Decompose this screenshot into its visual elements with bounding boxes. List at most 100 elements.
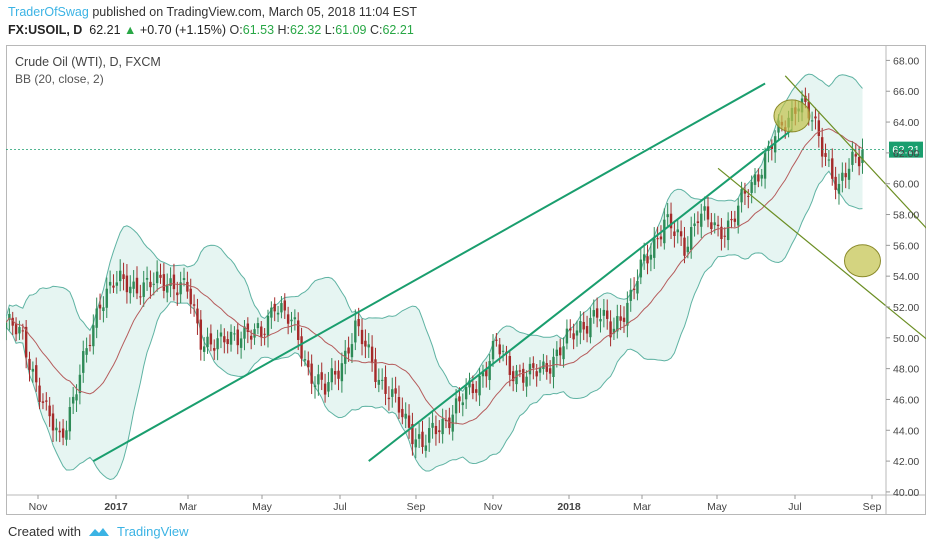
candle-body [592, 310, 595, 317]
candle-body [300, 336, 303, 359]
candle-body [276, 312, 280, 315]
candle-body [236, 329, 239, 346]
candle-body [35, 365, 38, 383]
candle-body [737, 205, 740, 226]
price-chart[interactable]: 62.21 40.00 42.00 44.00 46.00 48.00 50.00 52.00… [6, 45, 926, 515]
candle-body [585, 326, 589, 334]
candle-body [155, 271, 159, 284]
candle-body [841, 172, 844, 181]
candle-body [589, 317, 592, 338]
candle-body [263, 333, 266, 335]
candle-body [501, 350, 505, 352]
candle-body [844, 173, 847, 178]
candle-body [313, 385, 317, 388]
candle-body [639, 259, 643, 278]
candle-body [125, 275, 129, 293]
candle-body [475, 389, 478, 393]
candle-body [189, 288, 192, 305]
candle-body [310, 363, 313, 384]
candle-body [266, 315, 270, 336]
y-tick-label: 48.00 [893, 364, 919, 376]
high-label: H: [277, 23, 291, 37]
x-tick-label: Jul [333, 501, 346, 513]
candle-body [11, 317, 14, 326]
candle-body [535, 371, 538, 377]
candle-body [636, 280, 639, 294]
candle-body [619, 316, 622, 321]
footer: Created with TradingView [8, 524, 189, 539]
y-tick-label: 62.00 [893, 148, 919, 160]
candle-body [444, 419, 448, 422]
candle-body [330, 368, 334, 383]
close-value: 62.21 [382, 23, 414, 37]
candle-body [219, 332, 223, 337]
close-label: C: [369, 23, 383, 37]
candle-body [182, 278, 186, 281]
candle-body [233, 333, 236, 335]
x-tick-label: Sep [863, 501, 882, 513]
candle-body [323, 383, 327, 395]
candle-body [508, 355, 512, 375]
candle-body [659, 236, 663, 240]
candle-body [763, 153, 767, 179]
candle-body [209, 333, 213, 345]
candle-body [522, 368, 525, 383]
candle-body [824, 153, 827, 157]
candle-body [108, 281, 112, 286]
candle-body [391, 389, 394, 397]
candle-body [854, 154, 857, 157]
candle-body [8, 313, 11, 320]
candle-body [202, 346, 206, 352]
candle-body [229, 331, 233, 345]
candle-body [710, 222, 713, 230]
y-tick-label: 46.00 [893, 394, 919, 406]
candle-body [179, 282, 182, 295]
candle-body [199, 319, 203, 350]
y-tick-label: 42.00 [893, 456, 919, 468]
candle-body [102, 307, 105, 312]
candle-body [693, 223, 696, 227]
author-link[interactable]: TraderOfSwag [8, 5, 89, 19]
x-tick-label: May [252, 501, 273, 513]
y-tick-label: 64.00 [893, 117, 919, 129]
last-price-badge [889, 141, 923, 158]
x-tick-label: 2017 [104, 501, 128, 513]
created-with-label: Created with [8, 524, 81, 539]
upper-channel-line [92, 82, 766, 462]
candle-body [716, 224, 720, 227]
candle-body [528, 363, 532, 375]
candle-body [481, 372, 485, 377]
candle-body [743, 189, 747, 194]
candle-body [112, 285, 115, 288]
candle-body [145, 278, 149, 280]
candle-body [511, 371, 515, 382]
candle-body [861, 149, 864, 163]
candle-body [297, 320, 300, 341]
candle-body [602, 309, 606, 316]
candle-body [377, 379, 381, 385]
candle-body [575, 330, 579, 336]
candle-body [646, 256, 649, 264]
candle-body [397, 397, 401, 413]
candle-body [176, 292, 179, 296]
tradingview-link[interactable]: TradingView [116, 524, 189, 539]
candle-body [565, 328, 569, 344]
candle-body [653, 238, 656, 258]
candle-body [186, 281, 189, 292]
candle-body [374, 359, 377, 382]
candle-body [747, 195, 750, 197]
candle-body [834, 176, 837, 190]
candle-body [71, 396, 75, 404]
candle-body [468, 381, 471, 388]
candle-body [478, 375, 481, 396]
candle-body [454, 398, 458, 414]
candle-body [679, 231, 683, 237]
candle-body [65, 430, 68, 440]
candle-body [327, 382, 330, 392]
candle-body [448, 417, 451, 429]
candle-body [706, 206, 710, 220]
candle-body [192, 304, 196, 306]
target-marker-1 [773, 99, 811, 133]
candle-body [246, 323, 250, 332]
candle-body [683, 237, 686, 256]
